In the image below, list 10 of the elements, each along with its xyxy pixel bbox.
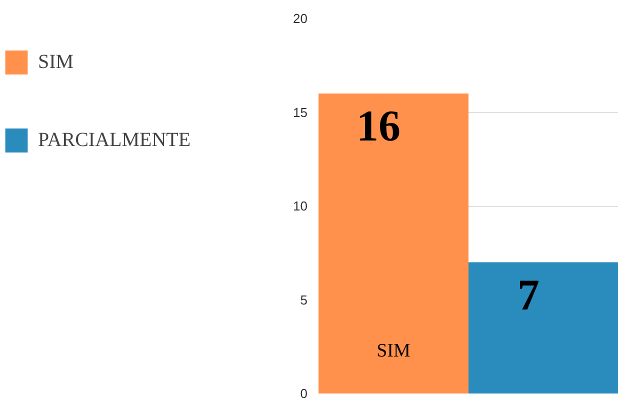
annotation: SIM [376, 340, 410, 362]
y-tick-label: 0 [300, 386, 308, 401]
data-label: 16 [356, 102, 400, 150]
y-tick-label: 10 [293, 198, 308, 214]
y-tick-label: 5 [300, 292, 308, 308]
y-tick-label: 20 [293, 11, 308, 26]
data-label: 7 [518, 270, 540, 320]
legend-label: PARCIALMENTE [38, 128, 191, 152]
legend-label: SIM [38, 50, 74, 74]
y-tick-label: 15 [293, 104, 308, 120]
